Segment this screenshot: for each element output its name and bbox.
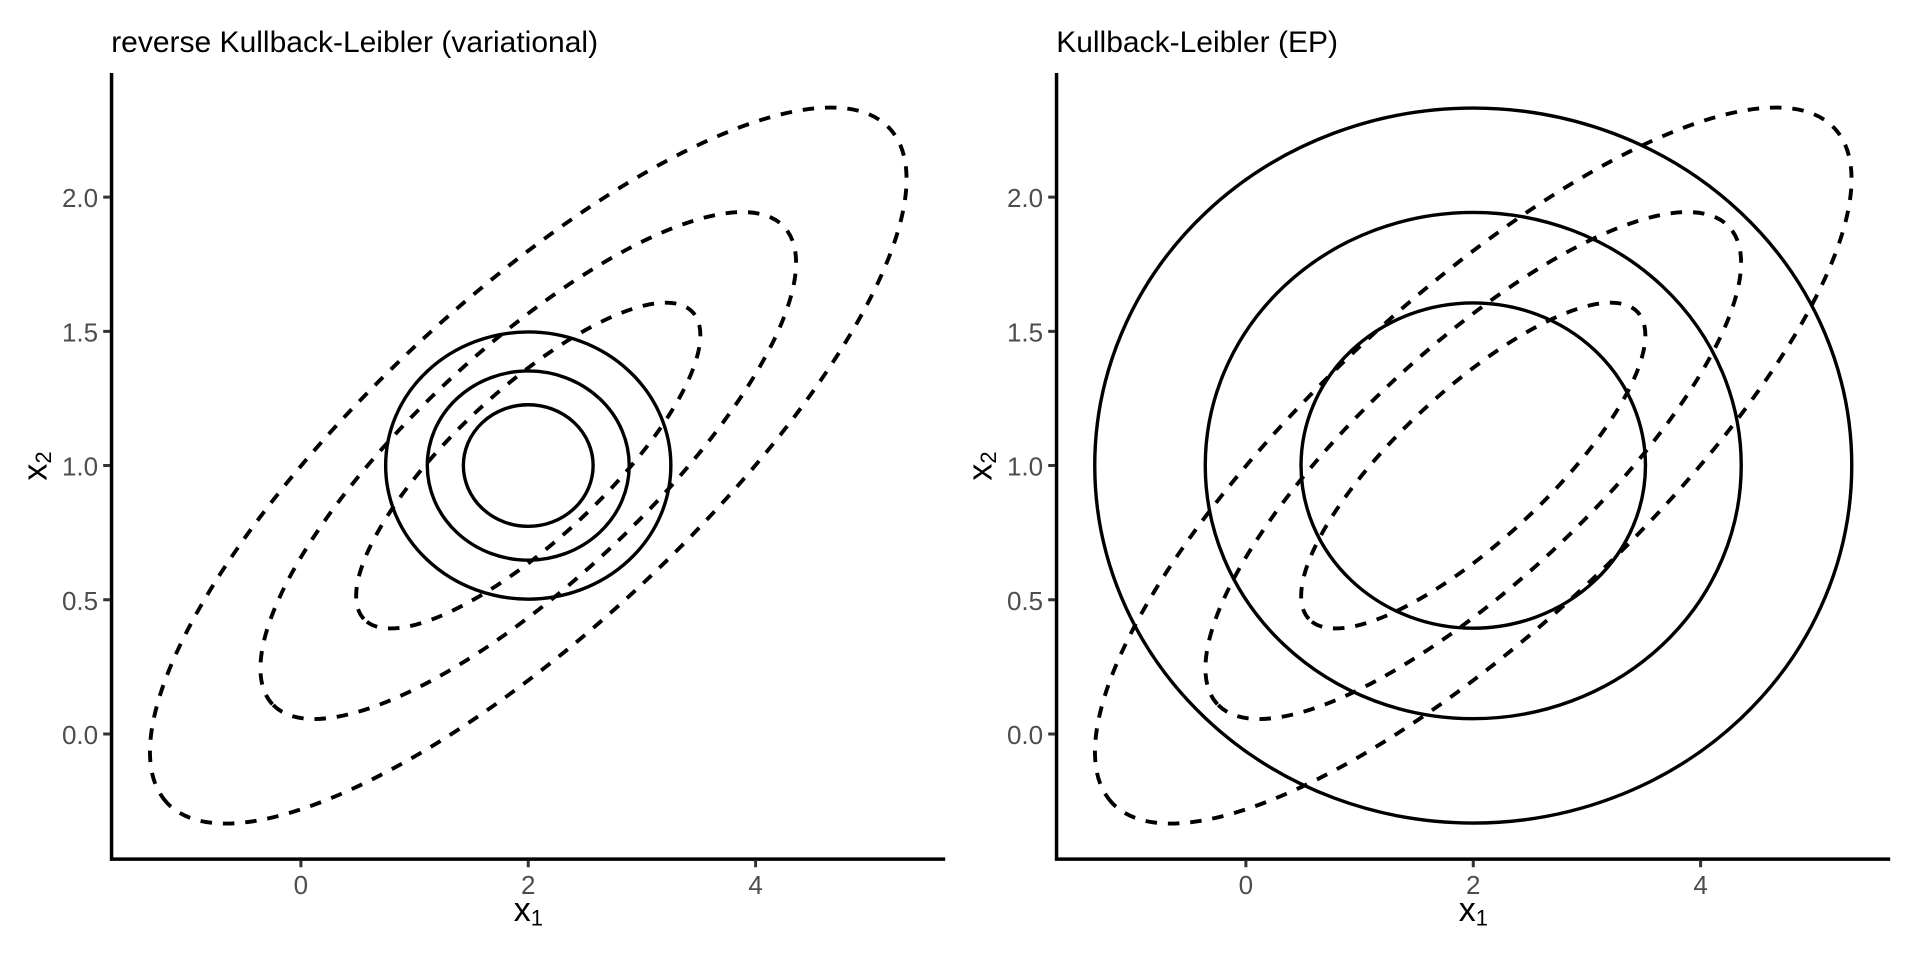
svg-text:2: 2 [1466,870,1480,900]
svg-text:0.0: 0.0 [1007,720,1043,750]
svg-text:Kullback-Leibler (EP): Kullback-Leibler (EP) [1056,26,1338,59]
svg-text:0.0: 0.0 [62,720,98,750]
svg-text:2.0: 2.0 [62,183,98,213]
svg-text:reverse Kullback-Leibler (vari: reverse Kullback-Leibler (variational) [111,26,598,59]
svg-text:1.0: 1.0 [62,452,98,482]
svg-text:2: 2 [521,870,535,900]
svg-text:1.5: 1.5 [1007,317,1043,347]
svg-text:0: 0 [1239,870,1253,900]
svg-text:0.5: 0.5 [1007,586,1043,616]
svg-text:4: 4 [1693,870,1707,900]
svg-text:1.5: 1.5 [62,317,98,347]
svg-text:0.5: 0.5 [62,586,98,616]
svg-text:0: 0 [294,870,308,900]
svg-text:1.0: 1.0 [1007,452,1043,482]
svg-text:4: 4 [748,870,762,900]
svg-text:2.0: 2.0 [1007,183,1043,213]
